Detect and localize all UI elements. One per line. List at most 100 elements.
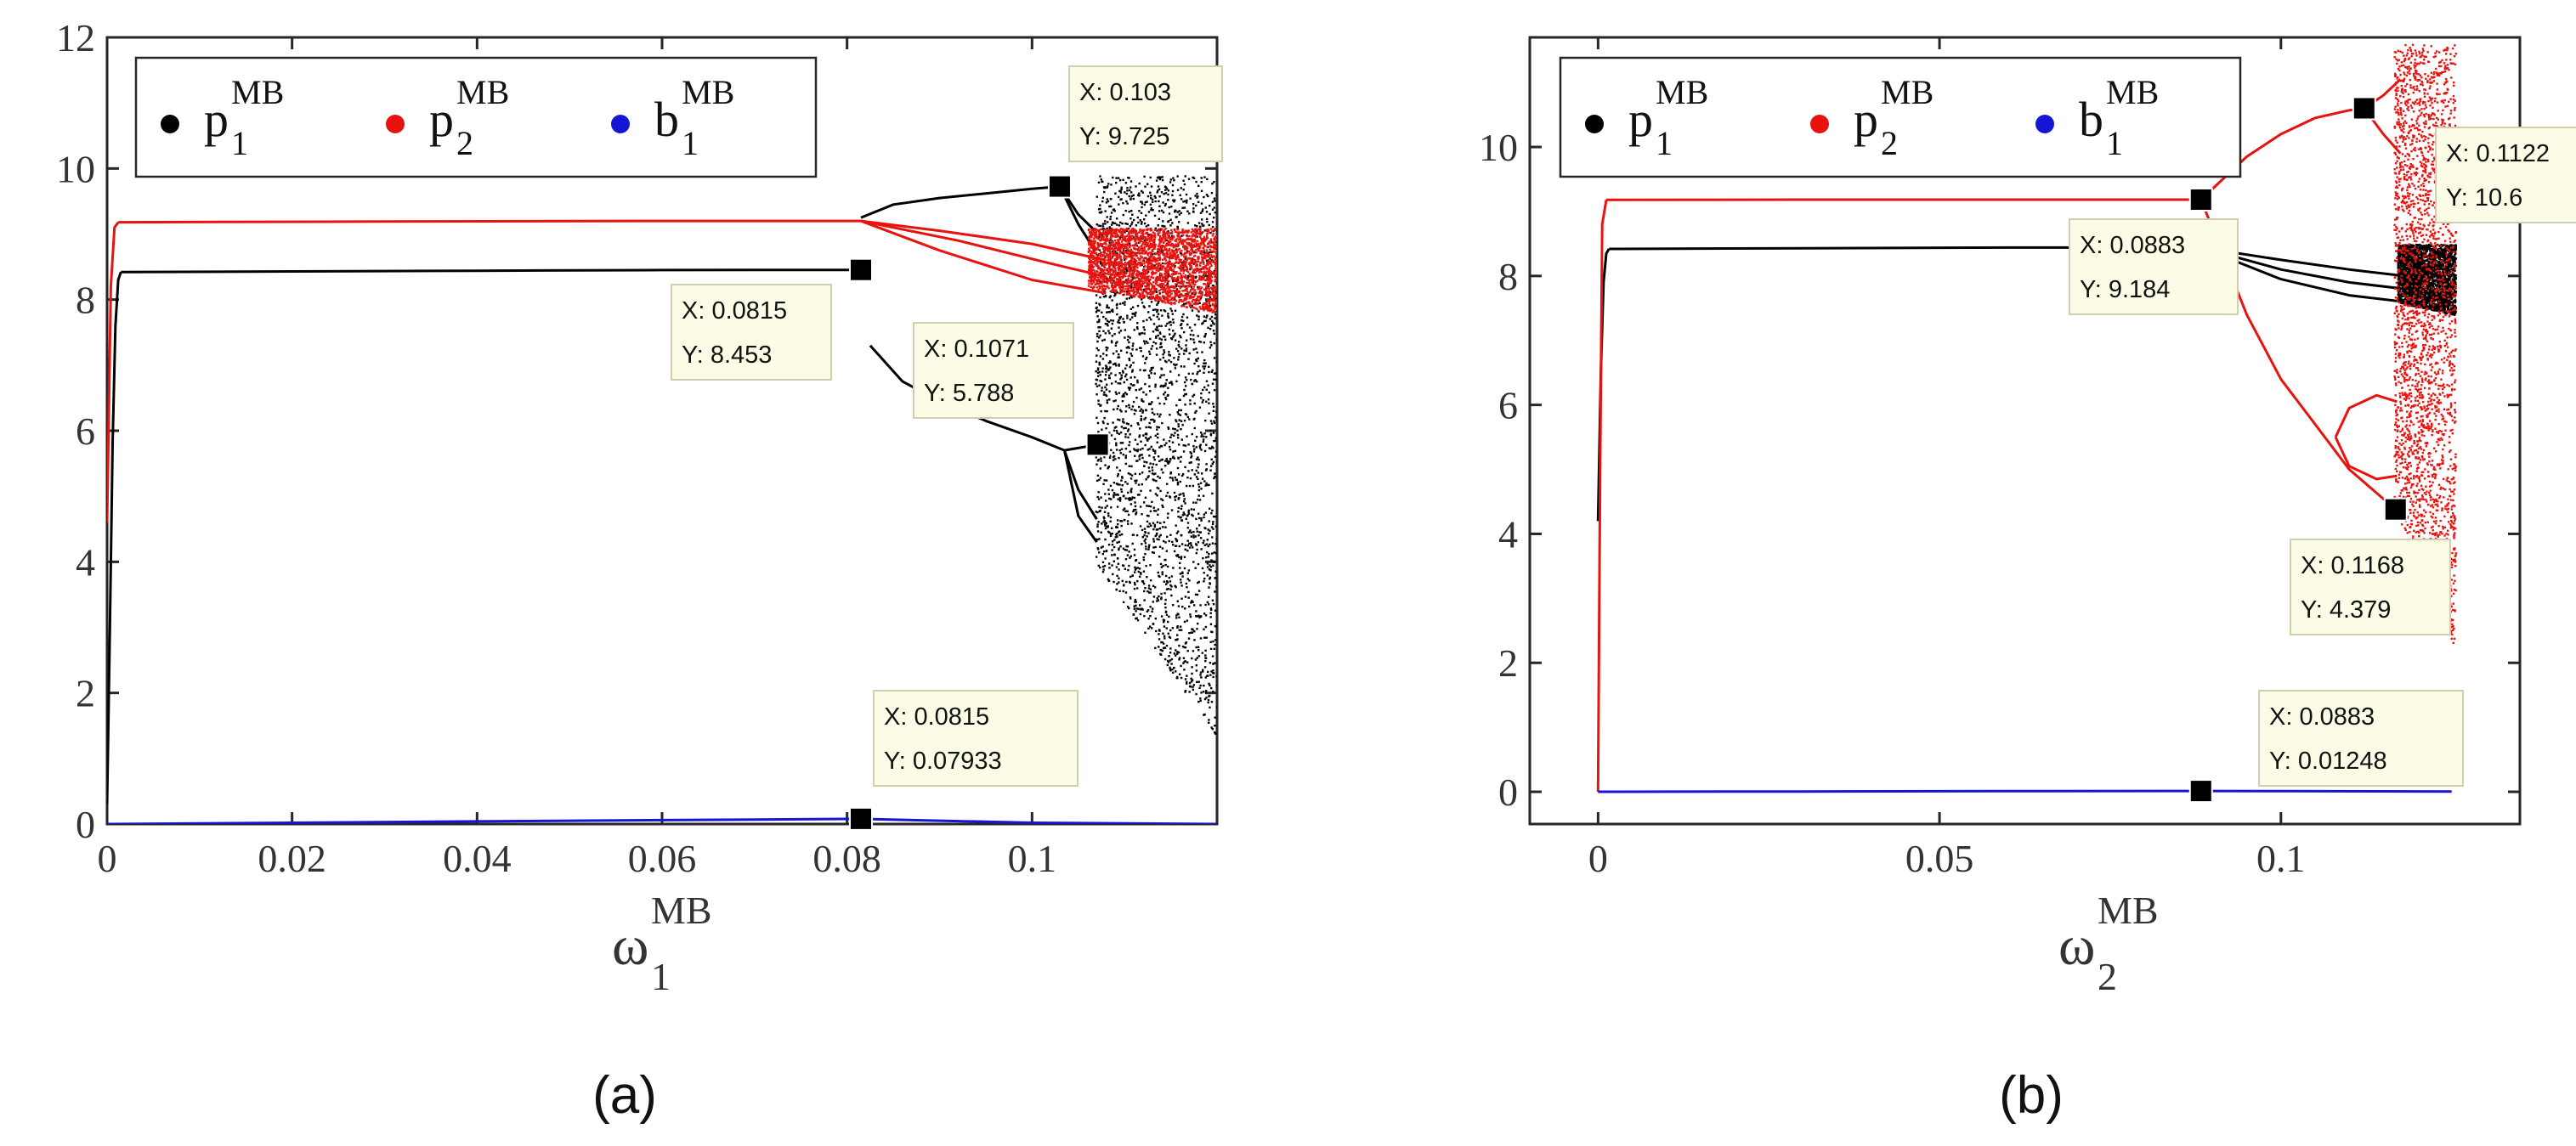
chaos-point: [1099, 224, 1102, 228]
chaos-point: [1195, 180, 1197, 183]
chaos-point: [1205, 400, 1208, 404]
chaos-point: [1163, 193, 1165, 195]
chaos-point: [1207, 304, 1209, 307]
chaos-point: [1087, 285, 1090, 287]
chaos-point: [1142, 391, 1145, 393]
chaos-point: [1170, 301, 1173, 304]
chaos-point: [1105, 353, 1108, 357]
chaos-point: [1146, 284, 1149, 286]
chaos-point: [1209, 607, 1213, 610]
chaos-point: [1168, 212, 1171, 215]
chaos-point: [1158, 195, 1161, 198]
chaos-point: [1104, 277, 1107, 279]
chaos-point: [1209, 576, 1212, 579]
chaos-point: [1138, 567, 1141, 570]
chaos-point: [1145, 358, 1147, 361]
chaos-point: [1117, 472, 1119, 476]
chaos-point: [1152, 478, 1154, 481]
chaos-point: [1108, 567, 1111, 569]
chaos-point: [1169, 257, 1173, 260]
chaos-point: [1149, 281, 1152, 285]
chaos-point: [1148, 448, 1151, 450]
chaos-point: [1145, 478, 1147, 481]
chaos-point: [1188, 418, 1191, 421]
chaos-point: [1108, 226, 1111, 229]
chaos-point: [1145, 237, 1147, 240]
chaos-point: [1140, 415, 1142, 418]
chaos-point: [1171, 296, 1175, 299]
chaos-point: [1209, 251, 1211, 254]
chaos-point: [1184, 265, 1186, 268]
chaos-point: [1183, 246, 1186, 249]
chaos-point: [1129, 503, 1133, 505]
chaos-point: [1103, 564, 1107, 567]
chaos-point: [1204, 649, 1207, 652]
chaos-point: [1196, 548, 1198, 551]
chaos-point: [1195, 249, 1197, 251]
chaos-point: [1104, 285, 1107, 288]
chaos-point: [1122, 418, 1124, 421]
chaos-point: [1112, 176, 1114, 179]
chaos-point: [1142, 558, 1146, 562]
chaos-point: [1143, 539, 1146, 542]
chaos-point: [1141, 269, 1145, 272]
chaos-point: [1113, 438, 1117, 441]
chaos-point: [1152, 551, 1155, 554]
chaos-point: [1101, 228, 1104, 230]
chaos-point: [1129, 387, 1132, 389]
chaos-point: [1141, 296, 1143, 298]
chaos-point: [1142, 434, 1145, 437]
chaos-point: [1142, 501, 1146, 504]
chaos-point: [1121, 476, 1124, 478]
chaos-point: [1187, 596, 1190, 599]
chaos-point: [1188, 484, 1192, 488]
chaos-point: [1133, 264, 1136, 267]
chaos-point: [1197, 517, 1201, 520]
chaos-point: [1114, 362, 1117, 365]
chaos-point: [1143, 290, 1146, 293]
chaos-point: [1120, 426, 1124, 428]
chaos-point: [1168, 635, 1171, 638]
chaos-point: [1124, 447, 1128, 450]
chaos-point: [1128, 388, 1131, 391]
chaos-point: [1184, 285, 1186, 288]
chaos-point: [1116, 341, 1118, 343]
chaos-point: [1105, 383, 1108, 386]
chaos-point: [1213, 273, 1215, 275]
chaos-point: [1112, 400, 1115, 403]
chaos-point: [1118, 577, 1120, 579]
chaos-point: [1112, 281, 1115, 285]
chaos-point: [1102, 232, 1106, 234]
chaos-point: [1114, 252, 1118, 256]
chaos-point: [1214, 262, 1216, 265]
chaos-point: [1128, 189, 1131, 192]
chaos-point: [1174, 298, 1176, 301]
chaos-point: [1215, 675, 1217, 678]
chaos-point: [1214, 302, 1217, 305]
chaos-point: [1142, 326, 1145, 329]
chaos-point: [1147, 466, 1151, 469]
chaos-point: [1135, 617, 1138, 619]
chaos-point: [1186, 222, 1190, 224]
chaos-point: [1127, 428, 1130, 431]
chaos-point: [1129, 217, 1132, 220]
chaos-point: [1108, 279, 1111, 282]
chaos-point: [1114, 293, 1117, 296]
chaos-point: [1132, 290, 1135, 292]
chaos-point: [1172, 268, 1175, 272]
chaos-point: [1141, 251, 1144, 254]
chaos-point: [1214, 570, 1217, 573]
chaos-point: [1177, 473, 1180, 476]
chaos-point: [1102, 251, 1105, 254]
chaos-point: [1124, 436, 1127, 438]
chaos-point: [1123, 421, 1125, 424]
chaos-point: [1121, 284, 1124, 287]
chaos-point: [1203, 237, 1206, 240]
chaos-point: [1111, 289, 1113, 292]
chaos-point: [1186, 323, 1189, 326]
chaos-point: [1122, 302, 1124, 305]
chaos-point: [1149, 229, 1152, 232]
chaos-point: [1100, 531, 1102, 533]
chaos-point: [1184, 678, 1187, 680]
